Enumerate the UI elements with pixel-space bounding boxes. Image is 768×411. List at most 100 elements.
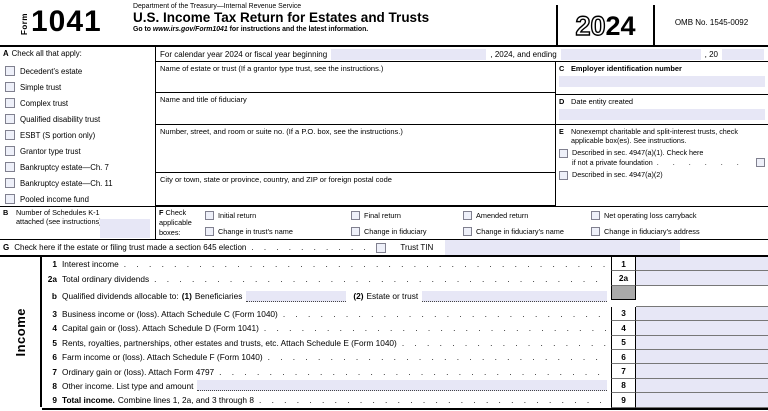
entity-label: Decedent’s estate — [20, 66, 83, 76]
form-number: 1041 — [31, 5, 102, 38]
nol-carryback-checkbox[interactable] — [591, 211, 600, 220]
line-3-amount-field[interactable] — [636, 306, 768, 322]
line-7-amount-field[interactable] — [636, 364, 768, 379]
f-options-row-2: Change in trust’s name Change in fiducia… — [205, 224, 768, 239]
line-6-amount-field[interactable] — [636, 349, 768, 365]
line-9-amount-field[interactable] — [636, 393, 768, 408]
decedents-estate-checkbox[interactable] — [5, 66, 15, 76]
change-fiduciary-checkbox[interactable] — [351, 227, 360, 236]
line-4-amount-field[interactable] — [636, 321, 768, 336]
line-f-letter: F — [159, 208, 164, 217]
fiscal-year-end-input[interactable] — [560, 48, 701, 60]
sec-4947a2-option: Described in sec. 4947(a)(2) — [559, 170, 765, 180]
bankruptcy-ch11-checkbox[interactable] — [5, 178, 15, 188]
dot-leader — [154, 274, 606, 284]
income-line-6: 6 Farm income or (loss). Attach Schedule… — [42, 349, 768, 365]
esbt-checkbox[interactable] — [5, 130, 15, 140]
nol-carryback-option: Net operating loss carryback — [591, 211, 768, 220]
simple-trust-checkbox[interactable] — [5, 82, 15, 92]
fiscal-year-begin-input[interactable] — [331, 48, 487, 60]
line-8-amount-field[interactable] — [636, 378, 768, 394]
income-section: Income 1 Interest income 1 2a Total ordi… — [0, 257, 768, 411]
line-c-letter: C — [559, 64, 565, 73]
sec-4947a2-checkbox[interactable] — [559, 171, 568, 180]
city-state-zip-input[interactable] — [156, 184, 555, 204]
not-private-foundation-checkbox[interactable] — [756, 158, 765, 167]
income-bottom-rule — [42, 407, 768, 410]
line-7-label: Ordinary gain or (loss). Attach Form 479… — [62, 366, 215, 377]
bankruptcy-ch7-checkbox[interactable] — [5, 162, 15, 172]
entity-item-bankruptcy-ch11: Bankruptcy estate—Ch. 11 — [0, 175, 154, 191]
section-645-checkbox[interactable] — [376, 242, 387, 253]
line-3-label: Business income or (loss). Attach Schedu… — [62, 308, 278, 319]
line-9-label: Combine lines 1, 2a, and 3 through 8 — [117, 395, 254, 406]
line-a-letter: A — [3, 49, 9, 58]
calendar-year-row: For calendar year 2024 or fiscal year be… — [156, 47, 768, 62]
fiscal-year-end-yy-input[interactable] — [722, 48, 764, 60]
date-entity-created-label: Date entity created — [571, 97, 634, 106]
ein-input[interactable] — [559, 76, 765, 87]
street-address-input[interactable] — [156, 136, 555, 171]
income-line-3: 3 Business income or (loss). Attach Sche… — [42, 306, 768, 322]
year-solid-digits: 24 — [605, 10, 636, 41]
goto-suffix: for instructions and the latest informat… — [227, 25, 369, 33]
change-fiduciary-name-checkbox[interactable] — [463, 227, 472, 236]
line-2b-shaded-box — [611, 285, 636, 300]
right-column: C Employer identification number D Date en… — [556, 62, 768, 206]
fiduciary-name-input[interactable] — [156, 104, 555, 123]
line-d-row: D Date entity created — [556, 95, 768, 125]
estate-name-input[interactable] — [156, 73, 555, 91]
schedules-k1-count-input[interactable] — [100, 219, 150, 238]
entity-label: Grantor type trust — [20, 146, 81, 156]
grantor-type-trust-checkbox[interactable] — [5, 146, 15, 156]
date-entity-created-input[interactable] — [559, 109, 765, 120]
line-number: 8 — [52, 380, 57, 391]
line-4-box-number: 4 — [611, 321, 636, 336]
schedules-k1-label: Number of Schedules K-1 attached (see in… — [16, 208, 102, 227]
change-fiduciary-name-label: Change in fiduciary’s name — [476, 227, 564, 236]
fiduciary-name-label: Name and title of fiduciary — [160, 95, 247, 104]
final-return-checkbox[interactable] — [351, 211, 360, 220]
income-vertical-text: Income — [12, 307, 28, 357]
qualified-dividends-estate-input[interactable] — [422, 290, 607, 302]
change-fiduciary-option: Change in fiduciary — [351, 227, 463, 236]
line-number: 1 — [52, 259, 57, 270]
sec-4947a1-checkbox[interactable] — [559, 149, 568, 158]
complex-trust-checkbox[interactable] — [5, 98, 15, 108]
line-1-amount-field[interactable] — [636, 257, 768, 272]
amended-return-checkbox[interactable] — [463, 211, 472, 220]
line-2a-amount-field[interactable] — [636, 271, 768, 286]
divider-right-column — [555, 62, 556, 206]
initial-return-checkbox[interactable] — [205, 211, 214, 220]
qualified-dividends-beneficiaries-input[interactable] — [246, 290, 347, 302]
line-8-box-number: 8 — [611, 378, 636, 394]
title-block: Department of the Treasury—Internal Reve… — [133, 3, 553, 33]
line-b-letter: B — [3, 208, 9, 217]
change-fiduciary-address-option: Change in fiduciary’s address — [591, 227, 768, 236]
line-5-amount-field[interactable] — [636, 335, 768, 350]
change-trust-name-checkbox[interactable] — [205, 227, 214, 236]
section-645-label: Check here if the estate or filing trust… — [14, 243, 247, 252]
income-line-1: 1 Interest income 1 — [42, 257, 768, 272]
other-income-type-input[interactable] — [197, 380, 607, 392]
line-number: b — [51, 291, 57, 302]
check-applicable-boxes-label: Check applicable boxes: — [159, 208, 192, 237]
entity-label: Complex trust — [20, 98, 69, 108]
income-line-8: 8 Other income. List type and amount 8 — [42, 378, 768, 394]
line-2a-label: Total ordinary dividends — [62, 273, 150, 284]
income-section-label: Income — [0, 257, 40, 407]
line-d-letter: D — [559, 97, 565, 106]
pooled-income-fund-checkbox[interactable] — [5, 194, 15, 204]
line-4-label: Capital gain or (loss). Attach Schedule … — [62, 323, 259, 334]
income-line-7: 7 Ordinary gain or (loss). Attach Form 4… — [42, 364, 768, 379]
b-f-band: B Number of Schedules K-1 attached (see i… — [0, 206, 768, 239]
change-fiduciary-address-checkbox[interactable] — [591, 227, 600, 236]
line-g-row: G Check here if the estate or filing tru… — [0, 239, 768, 257]
entity-label: Qualified disability trust — [20, 114, 101, 124]
qualified-disability-trust-checkbox[interactable] — [5, 114, 15, 124]
entity-label: ESBT (S portion only) — [20, 130, 96, 140]
income-line-5: 5 Rents, royalties, partnerships, other … — [42, 335, 768, 350]
trust-tin-input[interactable] — [445, 240, 681, 255]
form-title: U.S. Income Tax Return for Estates and T… — [133, 10, 430, 25]
line-7-box-number: 7 — [611, 364, 636, 379]
